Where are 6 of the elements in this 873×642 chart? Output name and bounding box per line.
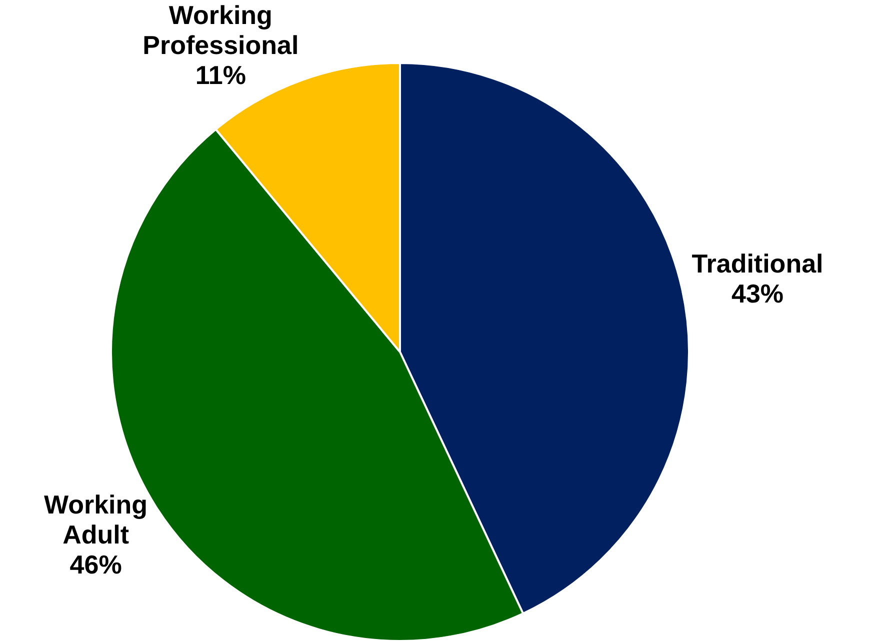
data-label: 43% bbox=[732, 278, 784, 308]
data-label: 11% bbox=[195, 60, 246, 90]
slice-label: Traditional bbox=[692, 248, 824, 278]
slice-label: Working Adult bbox=[44, 489, 148, 550]
slice-label: Working Professional bbox=[142, 0, 299, 60]
data-label: 46% bbox=[70, 549, 122, 580]
